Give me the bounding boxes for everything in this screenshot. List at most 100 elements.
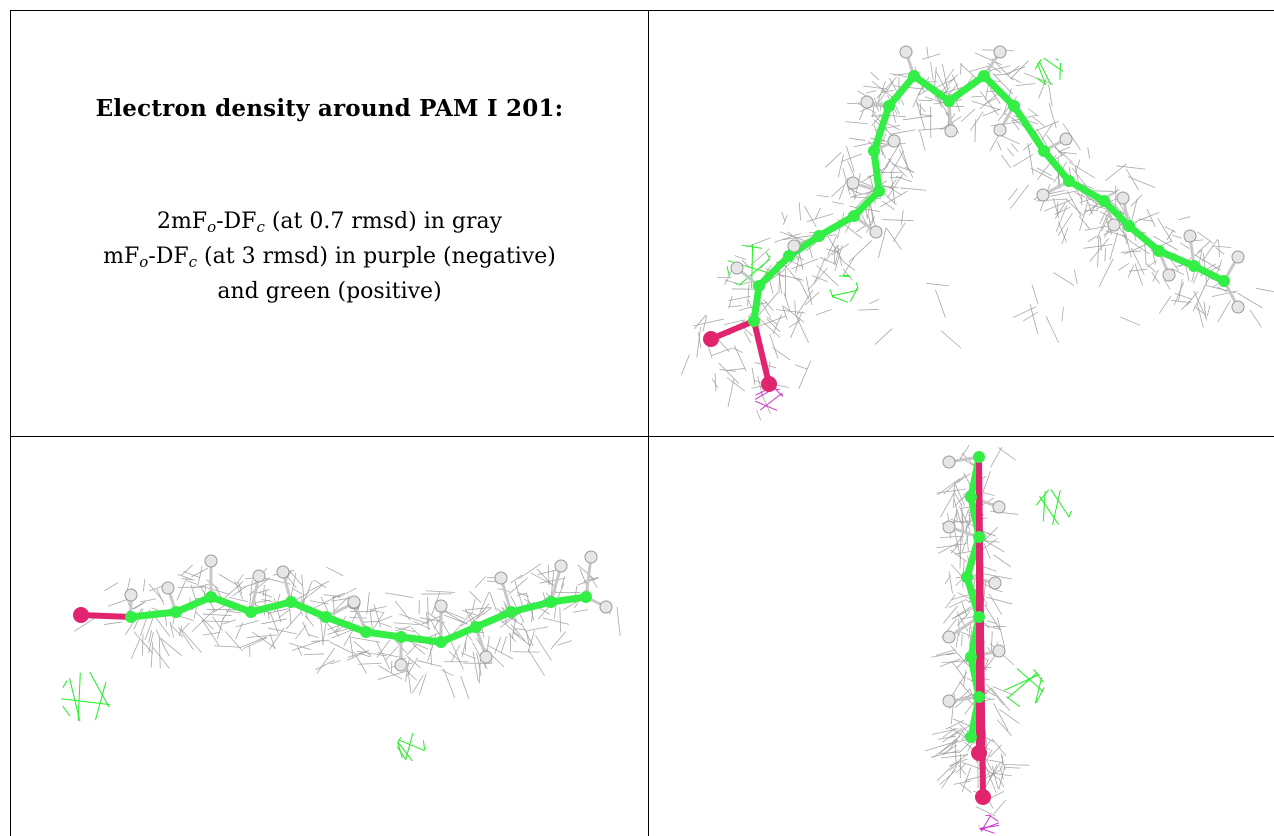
mesh-segment [234, 580, 244, 600]
mesh-segment [296, 646, 303, 656]
mesh-segment [984, 605, 1001, 630]
carbon-bond [472, 608, 515, 631]
mesh-segment [863, 85, 889, 90]
positive-density-cage [1059, 62, 1061, 80]
mesh-segment [1218, 239, 1220, 257]
positive-density-cage [396, 746, 407, 761]
mesh-segment [207, 608, 238, 611]
hydrogen-atom [846, 176, 860, 190]
hydrogen-atom [942, 455, 956, 469]
mesh-segment [418, 673, 427, 696]
mesh-segment [225, 631, 243, 652]
mesh-segment [935, 649, 956, 656]
carbon-atom [908, 70, 920, 82]
mesh-segment [412, 643, 426, 655]
mesh-segment [890, 150, 905, 174]
mesh-segment [957, 764, 967, 775]
mesh-segment [774, 233, 801, 243]
mesh-segment [1178, 216, 1191, 221]
mesh-segment [939, 658, 961, 668]
carbon-atom [783, 250, 795, 262]
mesh-segment [832, 201, 844, 205]
mesh-segment [961, 767, 972, 793]
mesh-segment [798, 360, 812, 390]
carbon-bond [507, 598, 555, 616]
mesh-segment [517, 591, 529, 598]
mesh-segment [1089, 238, 1110, 262]
mesh-segment [955, 763, 966, 774]
mesh-segment [939, 535, 964, 539]
mesh-segment [1195, 255, 1222, 271]
mesh-segment [252, 631, 277, 649]
carbon-bond [1155, 247, 1198, 270]
mesh-segment [795, 289, 814, 317]
mesh-segment [1074, 165, 1080, 185]
mesh-segment [946, 652, 957, 656]
carbon-atom [1008, 100, 1020, 112]
figure-table [10, 10, 1274, 836]
mesh-segment [734, 255, 746, 260]
mesh-segment [314, 594, 341, 609]
mesh-segment [987, 620, 997, 625]
density-view-bottom-left [11, 437, 648, 836]
carbonyl-bond [80, 612, 132, 620]
mesh-segment [261, 618, 287, 625]
mesh-segment [948, 571, 953, 594]
mesh-segment [795, 364, 808, 370]
mesh-segment [327, 628, 348, 635]
mesh-segment [960, 108, 976, 123]
mesh-segment [1104, 247, 1106, 262]
mesh-segment [1128, 268, 1148, 272]
mesh-segment [711, 378, 719, 389]
mesh-segment [1088, 204, 1106, 210]
mesh-segment [961, 602, 968, 617]
mesh-segment [989, 744, 1003, 758]
mesh-segment [1054, 146, 1073, 163]
carbon-atom [753, 280, 765, 292]
mesh-segment [510, 574, 523, 584]
mesh-segment [931, 652, 954, 658]
mesh-segment [827, 234, 838, 256]
mesh-segment [950, 545, 959, 554]
mesh-segment [958, 445, 970, 462]
mesh-segment [950, 645, 971, 668]
mesh-segment [1036, 128, 1048, 146]
mesh-segment [842, 268, 853, 281]
mesh-segment [1197, 240, 1211, 253]
carbon-atom [748, 315, 760, 327]
mesh-segment [152, 647, 170, 669]
mesh-segment [726, 368, 745, 371]
mesh-segment [337, 587, 357, 599]
mesh-segment [536, 568, 553, 586]
mesh-segment [981, 572, 1013, 580]
mesh-segment [902, 115, 932, 121]
mesh-segment [985, 596, 1013, 605]
mesh-segment [316, 647, 335, 674]
molecule-render-top-right [681, 45, 1274, 421]
mesh-segment [970, 111, 984, 131]
carbon-atom [360, 626, 372, 638]
mesh-segment [791, 258, 819, 270]
carbon-atom [965, 651, 977, 663]
mesh-segment [471, 613, 484, 623]
mesh-segment [983, 543, 991, 560]
mesh-segment [1000, 134, 1020, 145]
mesh-segment [951, 606, 972, 620]
mesh-segment [516, 592, 527, 596]
carbon-chain [948, 453, 1000, 798]
mesh-segment [268, 608, 289, 614]
carbon-atom [1098, 195, 1110, 207]
mesh-segment [1083, 244, 1113, 249]
positive-density-cage [398, 739, 425, 752]
hydrogen-atom [1231, 250, 1245, 264]
mesh-segment [362, 621, 380, 623]
oxygen-atom [971, 745, 987, 761]
mesh-segment [1065, 199, 1084, 216]
mesh-segment [417, 660, 442, 667]
mesh-segment [986, 749, 993, 759]
mesh-segment [984, 531, 997, 537]
mesh-segment [900, 210, 904, 226]
mesh-segment [1073, 269, 1078, 284]
mesh-segment [1004, 112, 1018, 122]
mesh-segment [1174, 292, 1192, 300]
